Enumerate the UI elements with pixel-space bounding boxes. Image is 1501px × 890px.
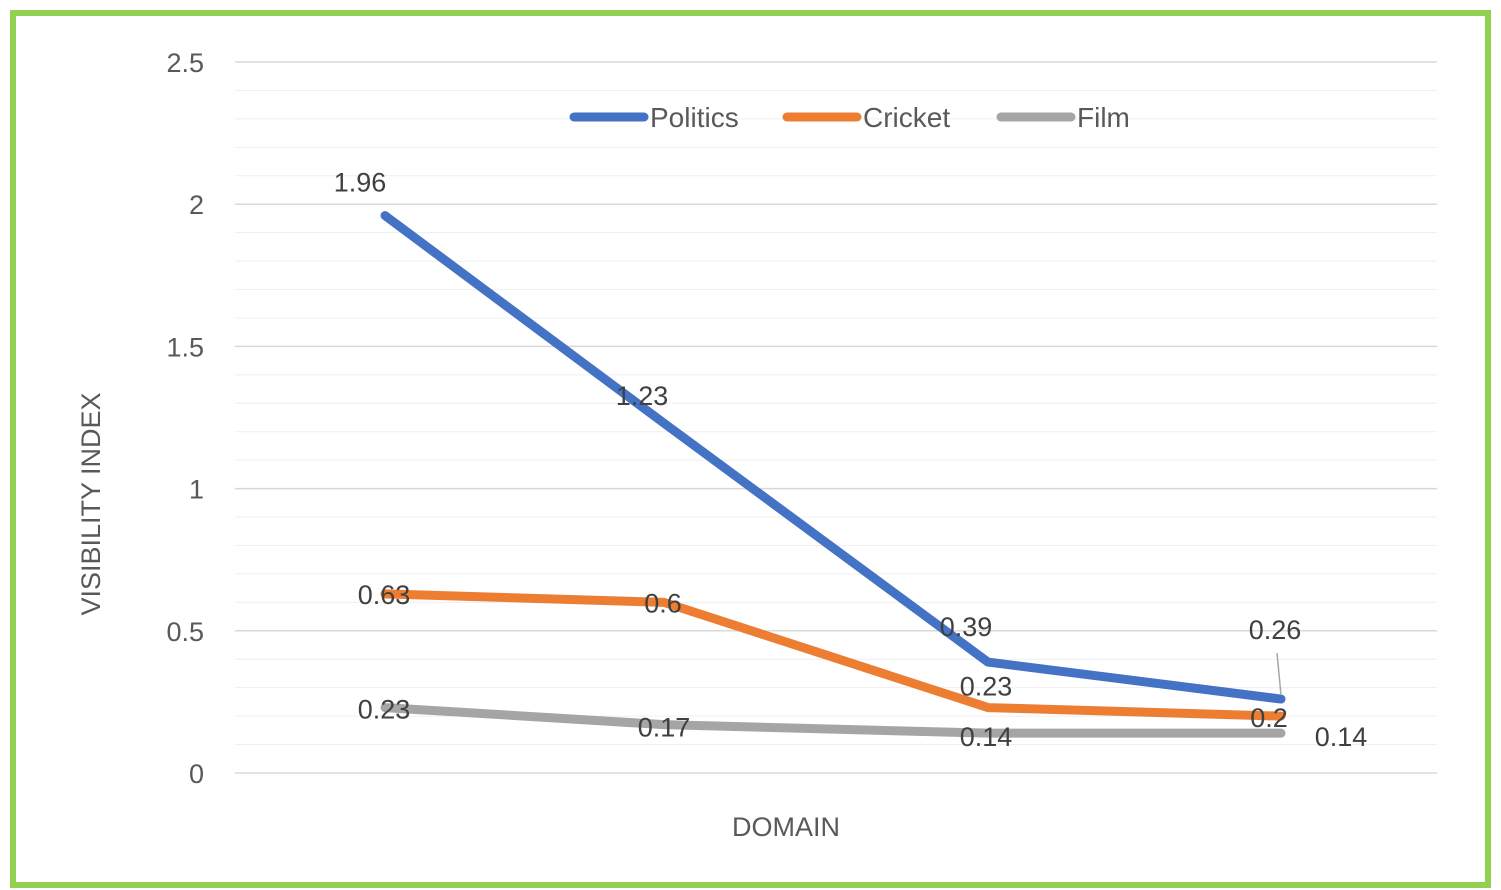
gridlines	[235, 61, 1437, 774]
series-line-politics	[380, 211, 1286, 704]
y-tick-label: 1.5	[166, 332, 204, 362]
data-label-cricket: 0.63	[358, 580, 411, 610]
y-tick-label: 0	[189, 759, 204, 789]
legend-label-film: Film	[1077, 102, 1130, 133]
legend-label-cricket: Cricket	[863, 102, 950, 133]
leader-line	[1276, 652, 1282, 696]
chart-frame: 0 0.5 1 1.5 2 2.5 1.96 1.23 0.39 0.26 0.63 0.6 0.23…	[10, 10, 1491, 888]
data-label-politics: 0.39	[940, 612, 993, 642]
data-label-politics: 1.96	[334, 168, 387, 198]
data-label-cricket: 0.6	[644, 588, 682, 618]
y-axis-ticks: 0 0.5 1 1.5 2 2.5	[166, 48, 204, 789]
line-chart: 0 0.5 1 1.5 2 2.5 1.96 1.23 0.39 0.26 0.63 0.6 0.23…	[76, 48, 1437, 842]
series-line-film	[380, 703, 1286, 738]
data-label-film: 0.17	[638, 713, 691, 743]
series-line-cricket	[380, 589, 1286, 721]
y-tick-label: 0.5	[166, 617, 204, 647]
x-axis-title: DOMAIN	[732, 812, 840, 842]
data-label-film: 0.23	[358, 695, 411, 725]
data-label-politics: 0.26	[1249, 615, 1302, 645]
data-labels: 1.96 1.23 0.39 0.26 0.63 0.6 0.23 0.2 0.23 0.17 0.…	[334, 168, 1368, 753]
data-label-cricket: 0.23	[960, 672, 1013, 702]
y-tick-label: 2.5	[166, 48, 204, 78]
data-label-cricket: 0.2	[1250, 703, 1288, 733]
series-lines	[380, 211, 1286, 738]
y-tick-label: 1	[189, 475, 204, 505]
y-tick-label: 2	[189, 190, 204, 220]
legend-label-politics: Politics	[650, 102, 739, 133]
y-axis-title: VISIBILITY INDEX	[76, 392, 106, 615]
data-label-politics: 1.23	[616, 381, 669, 411]
data-label-film: 0.14	[960, 722, 1013, 752]
legend: Politics Cricket Film	[569, 102, 1130, 133]
data-label-film: 0.14	[1315, 722, 1368, 752]
